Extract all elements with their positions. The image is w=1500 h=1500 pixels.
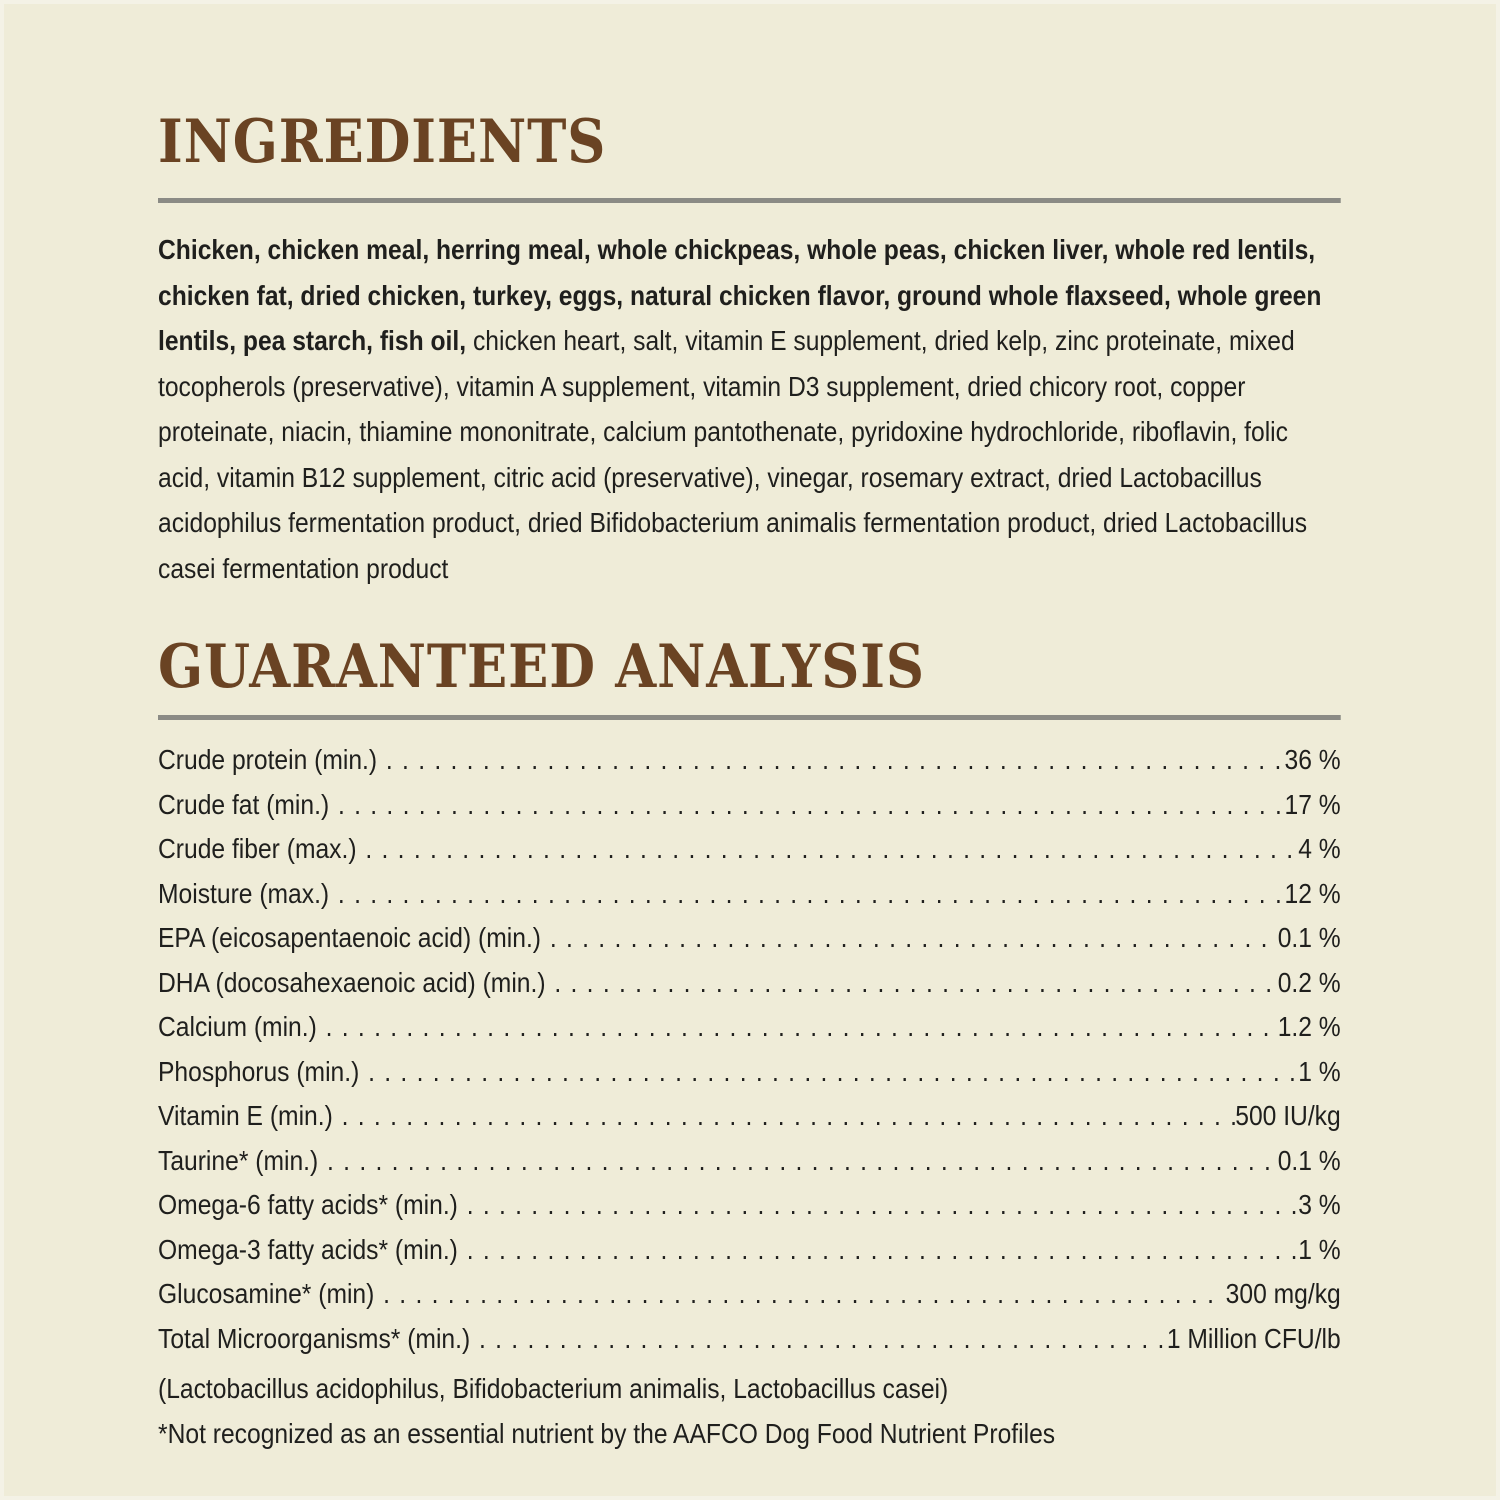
- leader-dots: . . . . . . . . . . . . . . . . . . . . …: [466, 1189, 1299, 1220]
- analysis-row-label: Omega-3 fatty acids* (min.): [158, 1233, 458, 1265]
- leader-dots: . . . . . . . . . . . . . . . . . . . . …: [325, 1011, 1278, 1042]
- analysis-row-value: 3 %: [1298, 1189, 1341, 1220]
- analysis-row-label: DHA (docosahexaenoic acid) (min.): [158, 966, 546, 998]
- analysis-row-value: 1.2 %: [1277, 1011, 1341, 1042]
- analysis-row-value: 500 IU/kg: [1235, 1100, 1341, 1131]
- guaranteed-analysis-title: GUARANTEED ANALYSIS: [158, 632, 925, 702]
- analysis-row: Phosphorus (min.) . . . . . . . . . . . …: [158, 1056, 1341, 1101]
- leader-dots: . . . . . . . . . . . . . . . . . . . . …: [368, 1055, 1298, 1087]
- analysis-row-label: Crude fat (min.): [158, 788, 330, 820]
- analysis-row-label: EPA (eicosapentaenoic acid) (min.): [158, 922, 542, 953]
- analysis-row-label: Calcium (min.): [158, 1011, 317, 1042]
- leader-dots: . . . . . . . . . . . . . . . . . . . . …: [466, 1233, 1299, 1265]
- analysis-row-label: Crude protein (min.): [158, 744, 378, 775]
- leader-dots: . . . . . . . . . . . . . . . . . . . . …: [385, 744, 1285, 775]
- analysis-row: Omega-3 fatty acids* (min.) . . . . . . …: [158, 1234, 1341, 1279]
- analysis-row-label: Phosphorus (min.): [158, 1055, 360, 1087]
- analysis-row-label: Glucosamine* (min): [158, 1278, 375, 1309]
- label-content: INGREDIENTS Chicken, chicken meal, herri…: [158, 112, 1341, 1456]
- analysis-row-label: Vitamin E (min.): [158, 1100, 333, 1131]
- leader-dots: . . . . . . . . . . . . . . . . . . . . …: [365, 833, 1298, 864]
- analysis-row-label: Omega-6 fatty acids* (min.): [158, 1189, 458, 1220]
- analysis-note-microorganism-species: (Lactobacillus acidophilus, Bifidobacter…: [158, 1373, 949, 1404]
- analysis-row: DHA (docosahexaenoic acid) (min.) . . . …: [158, 967, 1341, 1012]
- analysis-row-value: 1 Million CFU/lb: [1166, 1322, 1341, 1354]
- ingredients-divider: [158, 198, 1341, 203]
- analysis-row-value: 1 %: [1298, 1055, 1341, 1087]
- analysis-row: Moisture (max.) . . . . . . . . . . . . …: [158, 878, 1341, 923]
- leader-dots: . . . . . . . . . . . . . . . . . . . . …: [478, 1322, 1167, 1354]
- analysis-row: Vitamin E (min.) . . . . . . . . . . . .…: [158, 1100, 1341, 1145]
- analysis-row-label: Total Microorganisms* (min.): [158, 1322, 471, 1354]
- analysis-row-value: 300 mg/kg: [1225, 1278, 1341, 1309]
- analysis-row-label: Moisture (max.): [158, 877, 330, 909]
- analysis-row: Crude fiber (max.) . . . . . . . . . . .…: [158, 833, 1341, 878]
- analysis-row-value: 0.1 %: [1277, 922, 1341, 953]
- analysis-row: Taurine* (min.) . . . . . . . . . . . . …: [158, 1145, 1341, 1190]
- analysis-row: Glucosamine* (min) . . . . . . . . . . .…: [158, 1278, 1341, 1323]
- leader-dots: . . . . . . . . . . . . . . . . . . . . …: [337, 788, 1285, 820]
- analysis-row: Omega-6 fatty acids* (min.) . . . . . . …: [158, 1189, 1341, 1234]
- leader-dots: . . . . . . . . . . . . . . . . . . . . …: [341, 1100, 1236, 1131]
- analysis-row-value: 36 %: [1284, 744, 1341, 775]
- analysis-divider: [158, 715, 1341, 720]
- analysis-row: Calcium (min.) . . . . . . . . . . . . .…: [158, 1011, 1341, 1056]
- analysis-row-value: 0.2 %: [1277, 966, 1341, 998]
- analysis-row-value: 12 %: [1284, 877, 1341, 909]
- analysis-row-value: 1 %: [1298, 1233, 1341, 1265]
- analysis-row-label: Crude fiber (max.): [158, 833, 357, 864]
- ingredients-secondary-list: chicken heart, salt, vitamin E supplemen…: [158, 325, 1308, 584]
- analysis-row: Crude fat (min.) . . . . . . . . . . . .…: [158, 789, 1341, 834]
- ingredients-primary-list: Chicken, chicken meal, herring meal, who…: [158, 234, 1322, 356]
- ingredients-title: INGREDIENTS: [158, 107, 607, 177]
- leader-dots: . . . . . . . . . . . . . . . . . . . . …: [549, 922, 1278, 953]
- analysis-rows: Crude protein (min.) . . . . . . . . . .…: [158, 744, 1341, 1367]
- analysis-row-value: 4 %: [1298, 833, 1341, 864]
- leader-dots: . . . . . . . . . . . . . . . . . . . . …: [337, 877, 1285, 909]
- analysis-row: EPA (eicosapentaenoic acid) (min.) . . .…: [158, 922, 1341, 967]
- ingredients-paragraph: Chicken, chicken meal, herring meal, who…: [158, 227, 1341, 591]
- analysis-row: Total Microorganisms* (min.) . . . . . .…: [158, 1323, 1341, 1368]
- leader-dots: . . . . . . . . . . . . . . . . . . . . …: [327, 1144, 1278, 1176]
- analysis-row-label: Taurine* (min.): [158, 1144, 319, 1176]
- leader-dots: . . . . . . . . . . . . . . . . . . . . …: [383, 1278, 1226, 1309]
- leader-dots: . . . . . . . . . . . . . . . . . . . . …: [554, 966, 1277, 998]
- analysis-footnote-aafco: *Not recognized as an essential nutrient…: [158, 1417, 1056, 1449]
- analysis-row-value: 0.1 %: [1277, 1144, 1341, 1176]
- analysis-row: Crude protein (min.) . . . . . . . . . .…: [158, 744, 1341, 789]
- analysis-row-value: 17 %: [1284, 788, 1341, 820]
